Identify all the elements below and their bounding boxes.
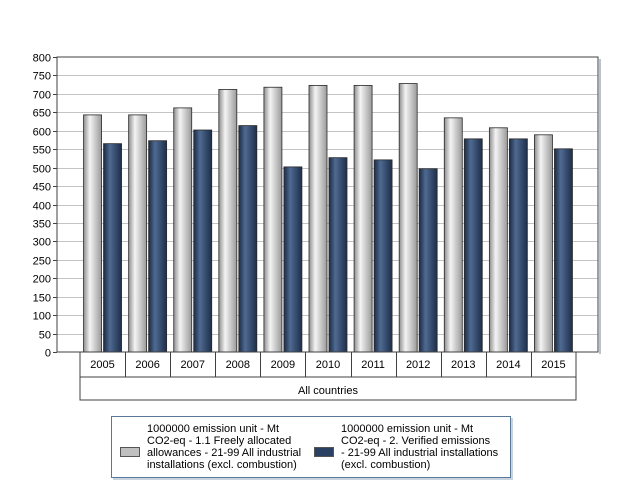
bar-freely-allocated-2011 [353,84,373,353]
x-tick-label: 2013 [451,359,475,371]
y-tick-label: 200 [33,274,51,286]
bar-freely-allocated-2006 [128,114,148,353]
x-tick-label: 2007 [180,359,204,371]
bar-freely-allocated-2008 [218,89,238,353]
x-tick-label: 2010 [316,359,340,371]
y-tick-label: 250 [33,256,51,268]
bar-verified-emissions-2010 [328,157,348,353]
group-label: All countries [298,385,358,397]
bar-verified-emissions-2006 [148,140,168,353]
legend-item-verified-emissions: 1000000 emission unit - Mt CO2-eq - 2. V… [314,423,498,471]
y-tick-label: 150 [33,293,51,305]
legend-swatch-verified-emissions [314,447,334,457]
bar-freely-allocated-2013 [443,117,463,353]
bar-verified-emissions-2011 [373,159,393,353]
bar-verified-emissions-2009 [283,166,303,353]
legend-label-freely-allocated: 1000000 emission unit - Mt CO2-eq - 1.1 … [147,423,302,471]
plot-frame-shadow [599,59,601,354]
bar-freely-allocated-2014 [488,127,508,353]
bar-freely-allocated-2009 [263,86,283,353]
bar-freely-allocated-2005 [83,114,102,353]
y-tick-label: 750 [33,71,51,83]
y-tick-label: 500 [33,164,51,176]
legend-item-freely-allocated: 1000000 emission unit - Mt CO2-eq - 1.1 … [120,423,301,471]
y-tick-label: 550 [33,145,51,157]
bar-freely-allocated-2007 [173,107,193,353]
bar-verified-emissions-2012 [418,168,438,353]
bar-verified-emissions-2013 [463,138,483,353]
legend-swatch-freely-allocated [120,447,140,457]
y-tick-label: 350 [33,219,51,231]
y-tick-label: 400 [33,201,51,213]
bars [83,83,573,353]
y-tick-label: 50 [39,330,51,342]
y-tick-label: 700 [33,90,51,102]
legend: 1000000 emission unit - Mt CO2-eq - 1.1 … [111,416,511,478]
y-tick-label: 300 [33,237,51,249]
legend-label-verified-emissions: 1000000 emission unit - Mt CO2-eq - 2. V… [341,423,499,471]
y-tick-label: 800 [33,53,51,65]
plot-area [57,57,598,352]
x-tick-label: 2014 [496,359,520,371]
bar-freely-allocated-2012 [398,83,418,353]
bar-verified-emissions-2008 [238,125,258,353]
y-tick-label: 0 [45,348,51,360]
x-tick-label: 2011 [361,359,385,371]
x-tick-label: 2006 [135,359,159,371]
bar-verified-emissions-2015 [554,148,573,353]
y-tick-label: 450 [33,182,51,194]
y-axis: 0 50 100 150 200 250 300 350 400 450 500 550 600 650 7… [33,53,57,360]
gridlines [57,75,598,335]
x-tick-label: 2012 [406,359,430,371]
bar-verified-emissions-2005 [103,143,122,353]
x-tick-label: 2005 [90,359,114,371]
bar-verified-emissions-2007 [193,129,213,353]
bar-freely-allocated-2010 [308,84,328,353]
y-tick-label: 650 [33,108,51,120]
x-tick-label: 2015 [541,359,565,371]
bar-verified-emissions-2014 [508,138,528,353]
x-axis: 2005 2006 2007 2008 2009 2010 2011 2012 2013 2014… [90,352,566,377]
x-tick-label: 2009 [271,359,295,371]
y-tick-label: 100 [33,311,51,323]
x-tick-label: 2008 [226,359,250,371]
category-axis-box [79,351,577,401]
y-tick-label: 600 [33,127,51,139]
bar-freely-allocated-2015 [534,134,553,353]
